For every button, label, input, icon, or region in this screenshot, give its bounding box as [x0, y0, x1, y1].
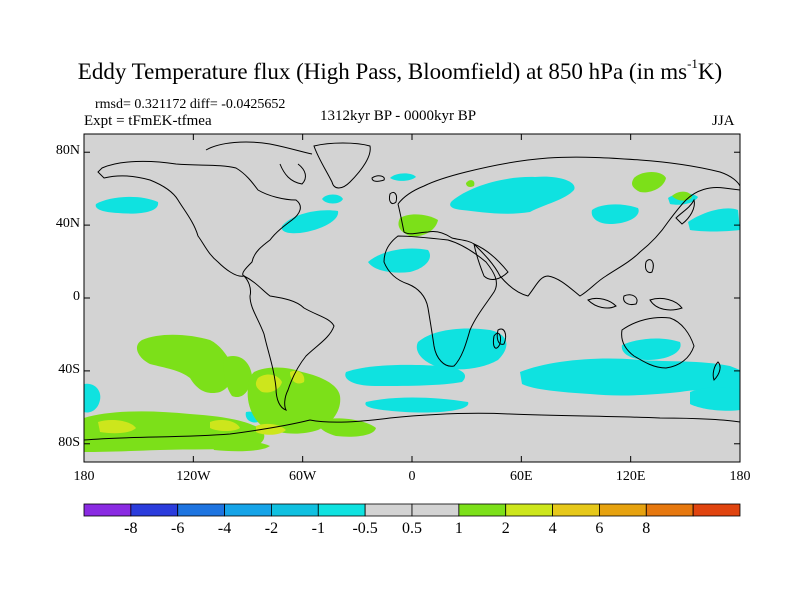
anomaly-region [390, 173, 416, 181]
colorbar [83, 503, 741, 517]
colorbar-swatch [645, 503, 694, 517]
lon-tick-label: 180 [729, 469, 751, 484]
coastline [205, 141, 313, 155]
anomaly-region [690, 387, 740, 411]
season-label: JJA [712, 113, 735, 129]
anomaly-region [365, 397, 469, 413]
anomaly-region [210, 420, 240, 431]
anomaly-region [450, 176, 575, 214]
coastline [645, 259, 654, 273]
lon-tick-label: 180 [73, 469, 95, 484]
colorbar-label: -1 [311, 520, 325, 537]
colorbar-swatch [364, 503, 413, 517]
colorbar-label: 8 [642, 520, 651, 537]
coastline [623, 294, 638, 305]
colorbar-swatch [411, 503, 460, 517]
anomaly-region [322, 194, 343, 204]
anomaly-region [223, 356, 252, 398]
colorbar-label: -2 [264, 520, 279, 537]
coastline [279, 163, 306, 185]
experiment-label: Expt = tFmEK-tfmea [84, 113, 212, 129]
lat-tick-label: 0 [73, 289, 80, 304]
colorbar-swatch [692, 503, 741, 517]
anomaly-region [318, 418, 376, 437]
anomaly-region [210, 439, 270, 452]
colorbar-swatch [552, 503, 600, 517]
colorbar-swatch [599, 503, 647, 517]
coastlines [84, 141, 740, 441]
lat-tick-label: 40S [58, 361, 80, 377]
coastline [649, 297, 683, 311]
anomaly-region [398, 214, 438, 237]
colorbar-label: -6 [171, 520, 185, 537]
anomaly-region [281, 210, 339, 234]
anomaly-region [136, 334, 234, 394]
colorbar-swatch [505, 503, 553, 517]
colorbar-label: 6 [595, 520, 604, 537]
coastline [383, 235, 497, 367]
colorbar-swatch [317, 503, 366, 517]
colorbar-swatch [458, 503, 507, 517]
coastline [389, 191, 397, 205]
lon-tick-label: 120W [176, 469, 211, 484]
period-label: 1312kyr BP - 0000kyr BP [320, 108, 477, 124]
lon-tick-label: 60W [289, 469, 317, 484]
coastline [243, 275, 335, 411]
colorbar-swatch [224, 503, 272, 517]
lat-tick-label: 80N [55, 143, 80, 159]
coastline [496, 328, 507, 345]
colorbar-label: 0.5 [402, 520, 422, 537]
anomaly-region [84, 383, 101, 413]
colorbar-label: 1 [454, 520, 463, 537]
colorbar-swatch [83, 503, 132, 517]
lon-tick-label: 120E [615, 469, 646, 484]
axis-ticks [83, 134, 741, 462]
anomaly-region [98, 420, 136, 434]
coastline [712, 361, 721, 381]
coastline [675, 198, 695, 225]
anomaly-region [345, 364, 466, 386]
coastline [397, 156, 740, 205]
anomaly-shading [84, 172, 740, 452]
anomaly-region [591, 204, 639, 224]
anomaly-region [621, 338, 681, 360]
anomaly-region [368, 248, 430, 273]
coastline [621, 317, 695, 369]
stats-line: rmsd= 0.321172 diff= -0.0425652 [95, 97, 286, 112]
coastline [97, 160, 301, 277]
anomaly-region [95, 196, 159, 214]
anomaly-region [688, 208, 740, 232]
lat-tick-label: 40N [55, 216, 80, 232]
colorbar-label: -0.5 [352, 520, 378, 537]
lon-tick-label: 60E [510, 469, 533, 484]
lon-tick-label: 0 [408, 469, 416, 484]
anomaly-region [520, 358, 740, 396]
colorbar-swatch [130, 503, 179, 517]
coastline [587, 297, 617, 309]
colorbar-swatch [177, 503, 225, 517]
colorbar-label: 2 [501, 520, 510, 537]
anomaly-region [290, 370, 305, 384]
anomaly-region [466, 180, 475, 187]
anomaly-region [632, 172, 666, 193]
colorbar-swatch [271, 503, 319, 517]
coastline [313, 142, 371, 189]
colorbar-label: -4 [217, 520, 232, 537]
lat-tick-label: 80S [58, 434, 80, 450]
colorbar-label: -8 [124, 520, 138, 537]
coastline [473, 243, 509, 280]
coastline [371, 175, 385, 182]
anomaly-region [255, 374, 282, 393]
colorbar-label: 4 [548, 520, 557, 537]
coastline [84, 412, 740, 441]
coastline [397, 187, 740, 297]
chart-title: Eddy Temperature flux (High Pass, Bloomf… [77, 56, 723, 84]
